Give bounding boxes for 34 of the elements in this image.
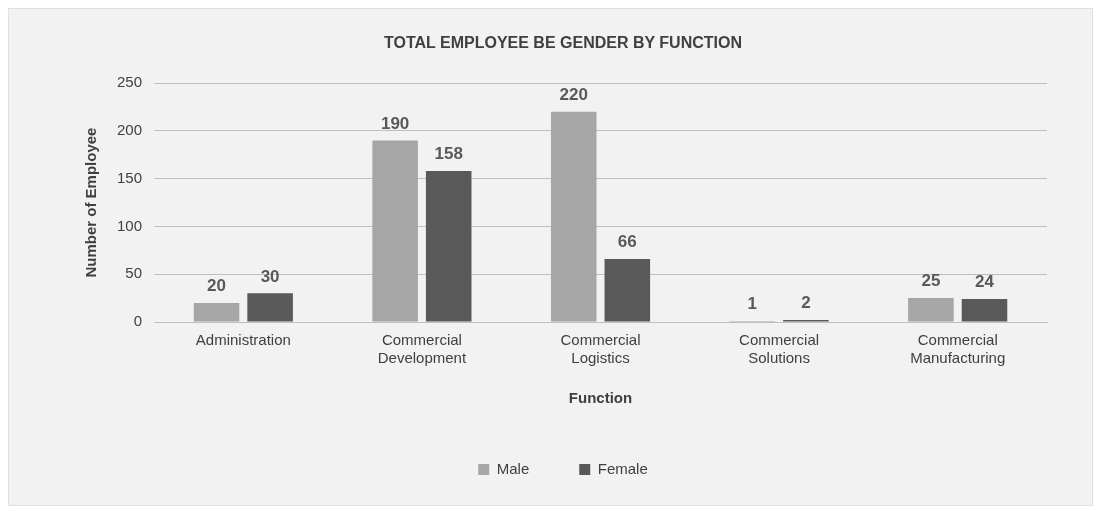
data-label: 190 bbox=[380, 113, 410, 133]
bar bbox=[372, 140, 418, 322]
x-tick-label: Commercial Development bbox=[377, 331, 467, 367]
data-label: 24 bbox=[975, 272, 995, 292]
bar bbox=[604, 258, 651, 322]
bar bbox=[550, 111, 597, 322]
y-tick-label: 150 bbox=[117, 168, 143, 186]
bar bbox=[425, 171, 472, 322]
x-axis-title: Function bbox=[568, 389, 633, 407]
chart-title: TOTAL EMPLOYEE BE GENDER BY FUNCTION bbox=[384, 34, 742, 52]
x-tick-label: Commercial Logistics bbox=[560, 331, 641, 367]
data-label: 20 bbox=[207, 276, 226, 296]
legend-label: Male bbox=[496, 459, 530, 477]
y-tick-label: 200 bbox=[117, 121, 143, 139]
bar bbox=[247, 293, 293, 322]
data-label: 30 bbox=[260, 266, 280, 286]
bar bbox=[908, 298, 954, 322]
y-tick-label: 250 bbox=[117, 73, 143, 91]
x-tick-label: Commercial Solutions bbox=[739, 331, 820, 367]
data-label: 25 bbox=[921, 271, 941, 291]
y-tick-label: 0 bbox=[133, 312, 143, 330]
data-label: 2 bbox=[801, 293, 811, 313]
y-tick-label: 50 bbox=[125, 264, 143, 282]
x-tick-label: Commercial Manufacturing bbox=[910, 331, 1006, 367]
y-axis-title: Number of Employee bbox=[82, 127, 100, 278]
data-label: 66 bbox=[617, 232, 637, 252]
bar bbox=[961, 299, 1008, 322]
bar bbox=[193, 302, 240, 322]
legend-label: Female bbox=[597, 459, 648, 477]
y-tick-label: 100 bbox=[117, 216, 143, 234]
data-label: 1 bbox=[747, 294, 758, 314]
data-label: 220 bbox=[559, 85, 588, 105]
x-tick-label: Administration bbox=[195, 331, 291, 349]
data-label: 158 bbox=[434, 144, 463, 164]
